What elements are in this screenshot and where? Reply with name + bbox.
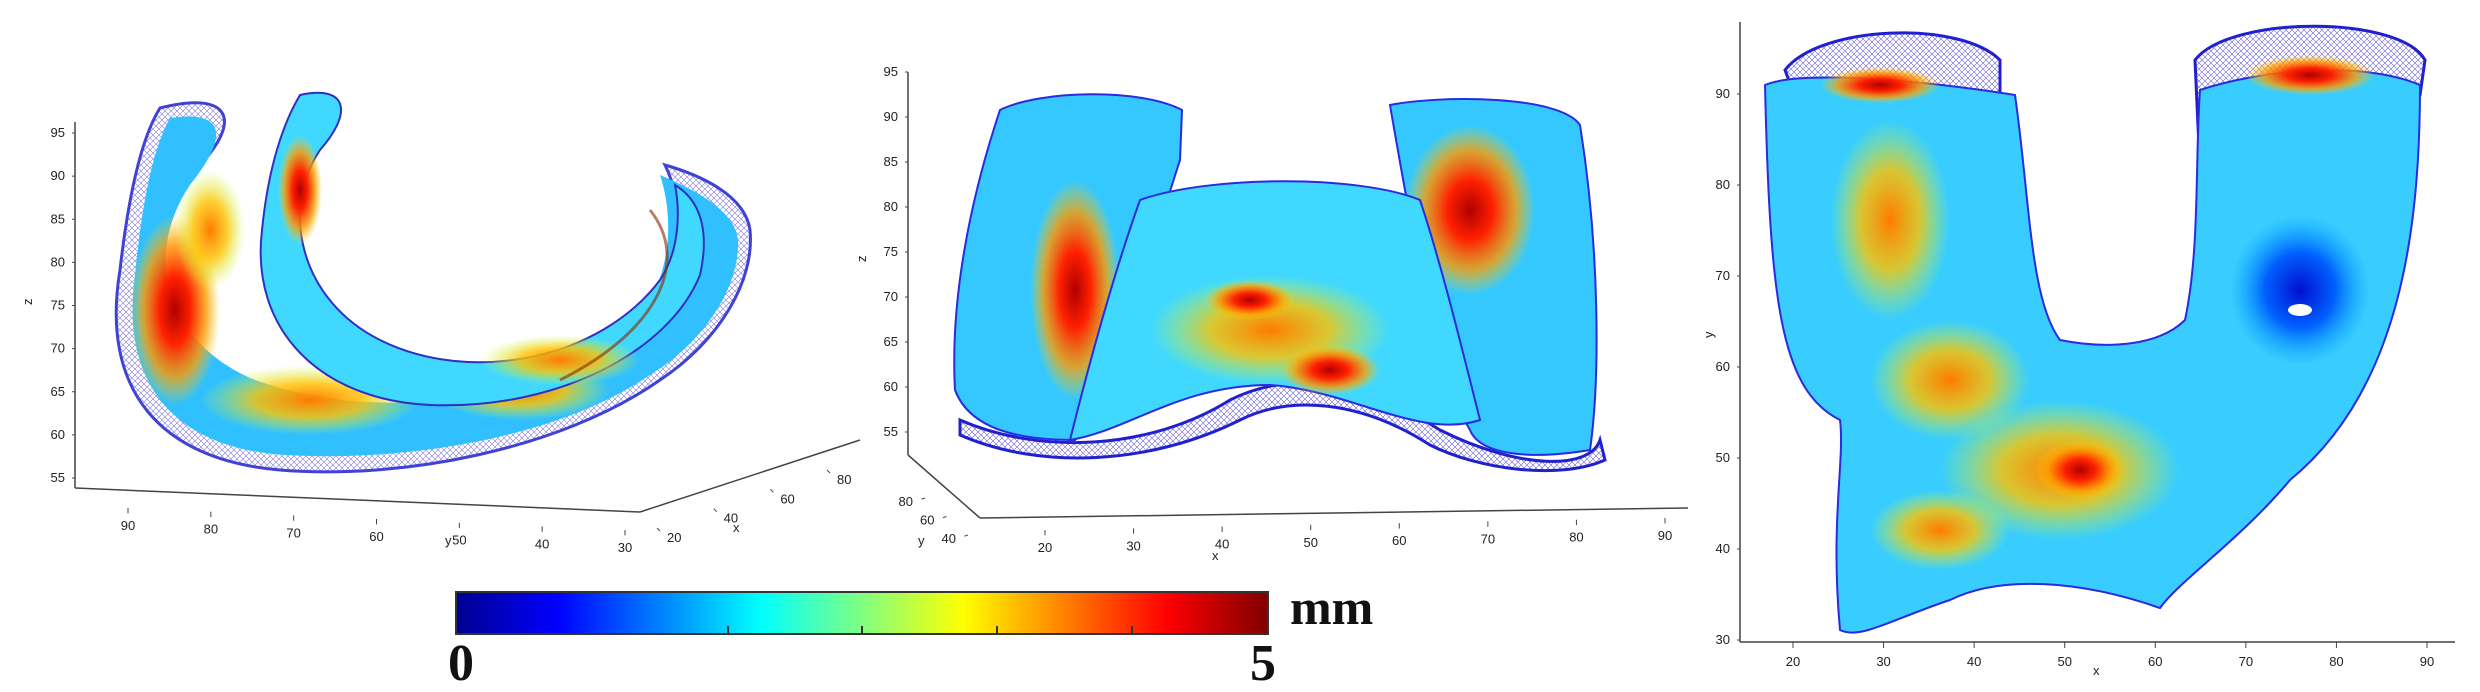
p3-y-tick-label: 90 [1716, 86, 1730, 101]
p1-z-tick-label: 85 [51, 211, 65, 226]
p1-x-tick-mark [713, 508, 718, 513]
p3-y-tick-label: 60 [1716, 359, 1730, 374]
colorbar: 0 5 mm [448, 579, 1373, 692]
p2-x-tick-label: 60 [1392, 533, 1406, 548]
p1-z-label: z [20, 299, 35, 306]
colorbar-max-label: 5 [1250, 635, 1276, 692]
p2-mesh-base [958, 381, 1607, 473]
p2-y-tick-mark [942, 516, 947, 519]
p1-z-tick-label: 65 [51, 384, 65, 399]
p1-z-tick-label: 80 [51, 254, 65, 269]
p1-x-axis-line [639, 439, 861, 513]
p3-x-tick-label: 80 [2329, 654, 2343, 669]
p2-x-tick-label: 90 [1658, 528, 1672, 543]
p1-x-tick-label: 20 [667, 530, 681, 545]
p1-y-axis-line [74, 487, 641, 513]
p2-z-tick-label: 70 [884, 289, 898, 304]
p1-z-tick-label: 55 [51, 470, 65, 485]
p3-x-tick-label: 60 [2148, 654, 2162, 669]
p3-y-tick-label: 40 [1716, 541, 1730, 556]
p2-z-tick-label: 90 [884, 109, 898, 124]
p1-z-tick-label: 70 [51, 341, 65, 356]
p3-y-tick-label: 80 [1716, 177, 1730, 192]
p2-x-label: x [1212, 548, 1219, 563]
p2-y-tick-mark [964, 534, 969, 537]
p2-x-tick-label: 20 [1038, 540, 1052, 555]
p1-z-tick-label: 95 [51, 125, 65, 140]
p1-y-tick-label: 80 [204, 522, 218, 537]
p2-z-tick-label: 60 [884, 379, 898, 394]
p3-x-label: x [2093, 663, 2100, 678]
p2-z-tick-label: 55 [884, 424, 898, 439]
p3-y-tick-label: 70 [1716, 268, 1730, 283]
p2-x-tick-label: 80 [1569, 530, 1583, 545]
p2-z-tick-label: 95 [884, 64, 898, 79]
panel-left-3d: 95 90 85 80 75 70 65 60 55 90 80 70 60 50 40 30 20 40 60 80… [20, 91, 861, 555]
p1-y-tick-label: 30 [618, 540, 632, 555]
p2-x-axis-line [979, 507, 1689, 519]
p1-y-tick-label: 40 [535, 536, 549, 551]
p1-x-tick-label: 80 [837, 472, 851, 487]
p2-z-label: z [854, 256, 869, 263]
p1-x-tick-mark [769, 488, 774, 493]
p1-y-label: y [445, 533, 452, 548]
p2-x-tick-label: 70 [1481, 531, 1495, 546]
p2-y-tick-label: 40 [942, 531, 956, 546]
p3-x-tick-label: 70 [2239, 654, 2253, 669]
p1-z-tick-label: 75 [51, 298, 65, 313]
p1-y-tick-label: 60 [369, 529, 383, 544]
p2-y-tick-label: 80 [899, 494, 913, 509]
p1-z-tick-label: 90 [51, 168, 65, 183]
panel-top-2d: 90 80 70 60 50 40 30 20 30 40 50 60 70 80 90 y x [1701, 22, 2455, 678]
colorbar-min-label: 0 [448, 635, 474, 692]
p1-y-tick-label: 50 [452, 533, 466, 548]
p3-x-tick-label: 20 [1786, 654, 1800, 669]
p2-y-label: y [918, 533, 925, 548]
p1-x-tick-mark [656, 527, 661, 532]
p1-x-tick-label: 60 [780, 491, 794, 506]
p3-x-tick-label: 30 [1876, 654, 1890, 669]
p1-y-tick-label: 90 [121, 518, 135, 533]
colorbar-unit: mm [1290, 579, 1373, 635]
p2-z-tick-label: 65 [884, 334, 898, 349]
p1-x-tick-mark [826, 469, 831, 474]
p3-y-tick-label: 30 [1716, 632, 1730, 647]
p2-depth-axis-line [907, 454, 981, 519]
p2-y-tick-mark [921, 497, 926, 500]
panel-front-3d: 95 90 85 80 75 70 65 60 55 80 60 40 20 30 40 50 60 70 80 90… [854, 64, 1689, 563]
p3-x-tick-label: 50 [2057, 654, 2071, 669]
p3-x-tick-label: 90 [2420, 654, 2434, 669]
p1-x-tick-label: 40 [724, 511, 738, 526]
p2-x-tick-label: 30 [1126, 538, 1140, 553]
p2-x-tick-label: 50 [1303, 535, 1317, 550]
p2-z-tick-label: 75 [884, 244, 898, 259]
p1-z-tick-label: 60 [51, 427, 65, 442]
p1-y-tick-label: 70 [286, 525, 300, 540]
p1-x-label: x [733, 520, 740, 535]
p2-x-tick-label: 40 [1215, 537, 1229, 552]
p3-y-tick-label: 50 [1716, 450, 1730, 465]
p2-z-tick-label: 80 [884, 199, 898, 214]
p2-y-tick-label: 60 [920, 513, 934, 528]
p3-y-label: y [1701, 331, 1716, 338]
p2-z-tick-label: 85 [884, 154, 898, 169]
p3-x-tick-label: 40 [1967, 654, 1981, 669]
